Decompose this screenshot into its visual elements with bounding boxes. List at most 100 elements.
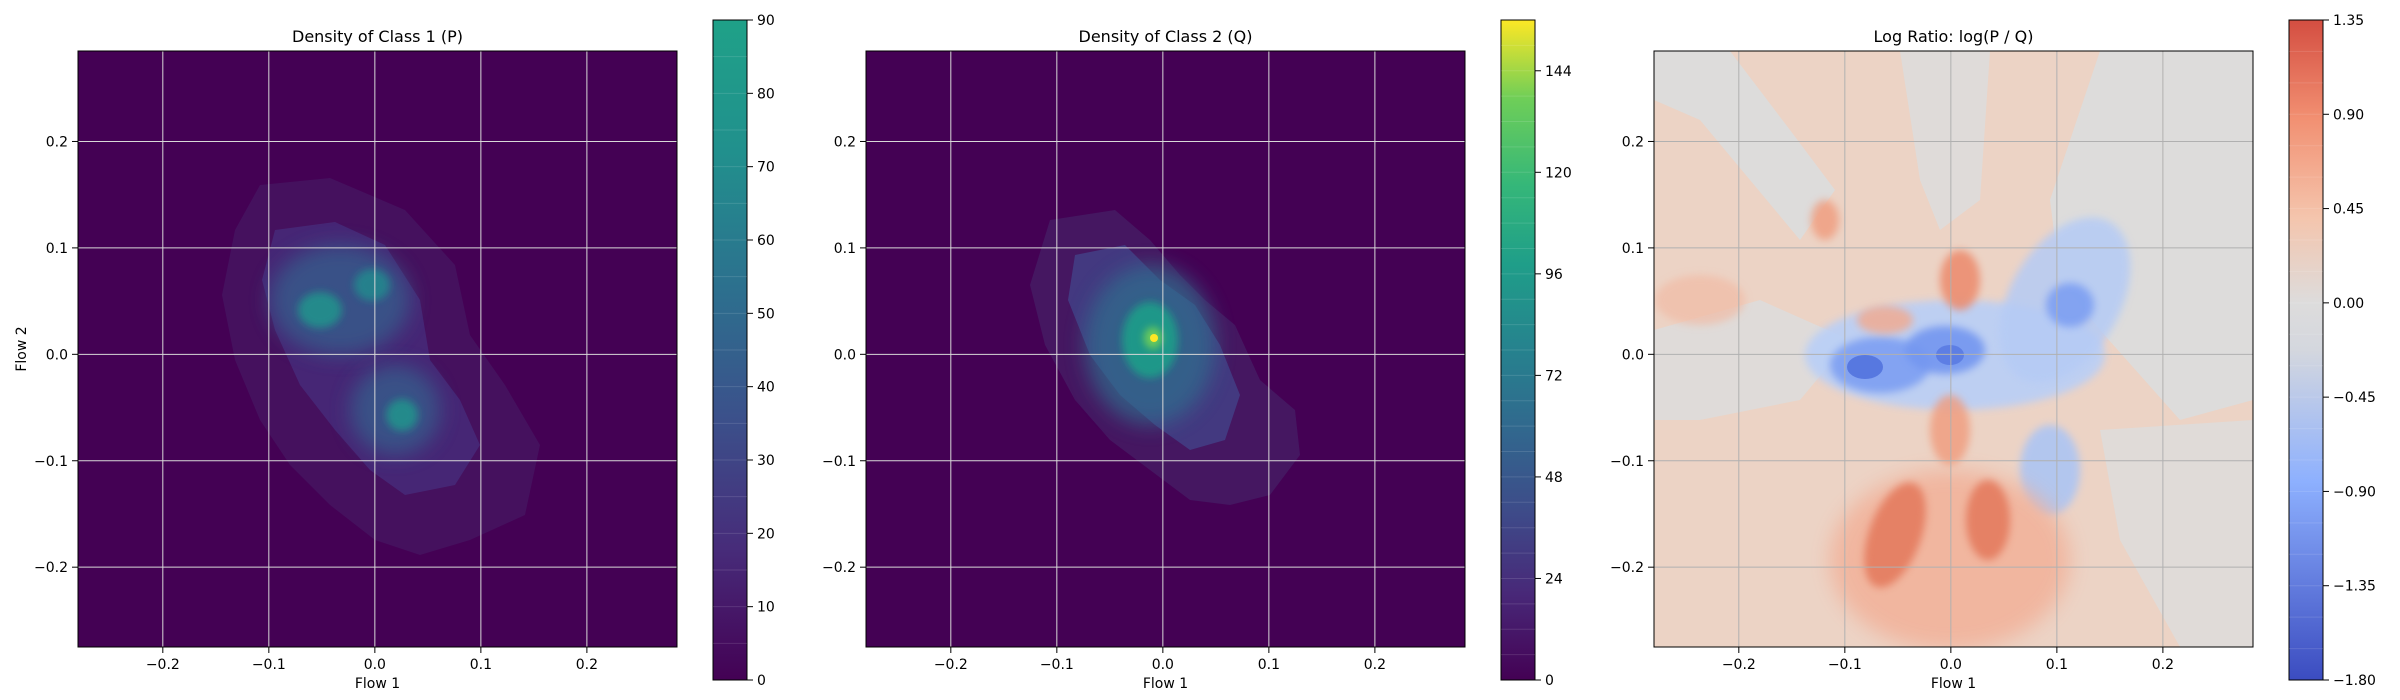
ratio-red-lower-right (1966, 480, 2010, 560)
colorbar-tick-label: 80 (757, 86, 775, 102)
colorbar-tick-label: 0.90 (2333, 107, 2364, 123)
y-tick-label: 0.2 (46, 134, 68, 150)
x-tick-label: 0.2 (576, 657, 598, 673)
x-tick-label: 0.2 (1364, 657, 1386, 673)
chart-title: Density of Class 1 (P) (292, 27, 463, 46)
ratio-blue-right-core (2046, 283, 2094, 327)
colorbar-tick-label: 40 (757, 380, 775, 396)
y-tick-label: −0.1 (822, 454, 856, 470)
ratio-blue-min-left (1847, 355, 1883, 379)
panel-class2-density: −0.2 −0.1 0.0 0.1 0.2 −0.2 −0.1 0.0 0.1 0.2 Densi… (822, 19, 1572, 692)
density-blobs (1030, 210, 1300, 505)
x-tick-label: −0.1 (1828, 657, 1862, 673)
density-peak-center (354, 269, 390, 301)
colorbar-ticks: 0 24 48 72 96 120 144 (1501, 44, 1572, 689)
colorbar-tick-label: −1.35 (2333, 579, 2376, 595)
x-axis-label: Flow 1 (1931, 676, 1976, 692)
axis-ticks: −0.2 −0.1 0.0 0.1 0.2 −0.2 −0.1 0.0 0.1 0.2 (1610, 134, 2174, 673)
x-tick-label: 0.1 (470, 657, 492, 673)
x-tick-label: 0.0 (364, 657, 386, 673)
colorbar-tick-label: 60 (757, 233, 775, 249)
colorbar-tick-label: 1.35 (2333, 13, 2364, 29)
x-tick-label: −0.2 (146, 657, 180, 673)
gridlines (78, 51, 677, 647)
ratio-red-upper-left (1811, 200, 1839, 240)
y-axis-label: Flow 2 (14, 326, 30, 371)
ratio-red-left-edge (1655, 275, 1745, 325)
x-tick-label: 0.0 (1152, 657, 1174, 673)
y-tick-label: 0.2 (1622, 134, 1644, 150)
x-tick-label: −0.2 (1722, 657, 1756, 673)
ratio-regions (1654, 51, 2253, 647)
ratio-blue-lower-right (2020, 425, 2080, 515)
x-axis-label: Flow 1 (355, 676, 400, 692)
x-tick-label: −0.1 (1040, 657, 1074, 673)
y-tick-label: −0.2 (822, 560, 856, 576)
colorbar-tick-label: 90 (757, 13, 775, 29)
y-tick-label: 0.0 (1622, 347, 1644, 363)
colorbar-tick-label: 10 (757, 600, 775, 616)
colorbar-tick-label: 144 (1545, 64, 1572, 80)
y-tick-label: 0.1 (46, 241, 68, 257)
y-tick-label: −0.1 (34, 454, 68, 470)
ratio-neutral-bottom-right (2100, 420, 2253, 647)
gridlines (1654, 51, 2253, 647)
colorbar-tick-label: −0.45 (2333, 390, 2376, 406)
ratio-neutral-upper-left (1654, 51, 1835, 240)
y-tick-label: 0.0 (834, 347, 856, 363)
y-tick-label: 0.2 (834, 134, 856, 150)
y-tick-label: 0.0 (46, 347, 68, 363)
colorbar-tick-label: 48 (1545, 470, 1563, 486)
y-tick-label: 0.1 (1622, 241, 1644, 257)
ratio-red-lower-left (1864, 482, 1926, 588)
y-tick-label: −0.2 (1610, 560, 1644, 576)
colorbar-tick-label: 72 (1545, 368, 1563, 384)
colorbar-tick-label: 0 (757, 673, 766, 689)
colorbar-tick-label: 50 (757, 306, 775, 322)
axis-ticks: −0.2 −0.1 0.0 0.1 0.2 −0.2 −0.1 0.0 0.1 0.2 (34, 134, 598, 673)
ratio-neutral-left-band (1654, 300, 1850, 420)
plot-frame (1653, 50, 2254, 648)
ratio-red-upper-center (1940, 250, 1980, 310)
x-axis-label: Flow 1 (1143, 676, 1188, 692)
x-tick-label: 0.2 (2152, 657, 2174, 673)
y-tick-label: −0.1 (1610, 454, 1644, 470)
colorbar-tick-label: 0.45 (2333, 202, 2364, 218)
colorbar-tick-label: 96 (1545, 267, 1563, 283)
ratio-blue-min-center (1936, 345, 1964, 365)
colorbar (2288, 19, 2324, 681)
gridlines (866, 51, 1465, 647)
density-mode-upper (270, 245, 410, 355)
colorbar-tick-label: −1.80 (2333, 673, 2376, 689)
colorbar-ticks: −1.80 −1.35 −0.90 −0.45 0.00 0.45 0.90 1.35 (2289, 13, 2376, 689)
chart-title: Log Ratio: log(P / Q) (1874, 27, 2034, 46)
x-tick-label: 0.1 (2046, 657, 2068, 673)
y-tick-label: −0.2 (34, 560, 68, 576)
density-peak-max (1150, 334, 1158, 342)
density-peak-lower (386, 399, 418, 431)
colorbar-tick-label: 0 (1545, 673, 1554, 689)
ratio-neutral-center-top (1900, 51, 1990, 230)
colorbar-tick-label: −0.90 (2333, 484, 2376, 500)
colorbar-tick-label: 120 (1545, 165, 1572, 181)
x-tick-label: 0.0 (1940, 657, 1962, 673)
ratio-red-lower-center (1930, 395, 1970, 465)
colorbar-tick-label: 70 (757, 160, 775, 176)
x-tick-label: −0.2 (934, 657, 968, 673)
colorbar (1500, 19, 1536, 681)
colorbar (712, 19, 748, 681)
chart-title: Density of Class 2 (Q) (1079, 27, 1253, 46)
colorbar-tick-label: 0.00 (2333, 296, 2364, 312)
y-tick-label: 0.1 (834, 241, 856, 257)
colorbar-ticks: 0 10 20 30 40 50 60 70 80 90 (713, 13, 775, 689)
ratio-red-mid-left (1857, 306, 1913, 334)
panel-class1-density: −0.2 −0.1 0.0 0.1 0.2 −0.2 −0.1 0.0 0.1 0.2 Densi… (14, 13, 775, 692)
plot-frame (77, 50, 678, 648)
density-peak-upper (298, 292, 342, 328)
x-tick-label: −0.1 (252, 657, 286, 673)
plot-frame (865, 50, 1466, 648)
colorbar-tick-label: 24 (1545, 571, 1563, 587)
x-tick-label: 0.1 (1258, 657, 1280, 673)
colorbar-tick-label: 30 (757, 453, 775, 469)
